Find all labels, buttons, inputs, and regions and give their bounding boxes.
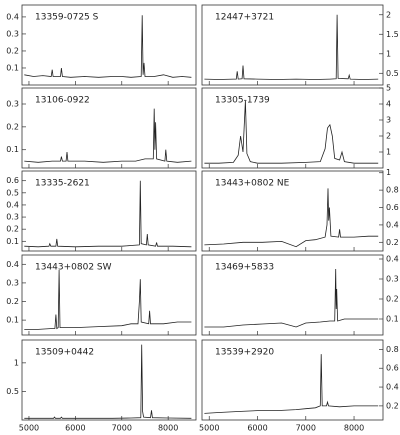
y-tick-label: 1 (386, 148, 391, 157)
y-tick-label: 5 (386, 84, 391, 93)
x-tick-label: 7000 (296, 424, 316, 433)
spectrum-line (204, 354, 379, 414)
spectrum-line (204, 268, 379, 328)
panel-frame (201, 170, 384, 252)
panel-frame (21, 4, 197, 86)
y-tick-label: 0.3 (6, 29, 19, 38)
panel-title: 13469+5833 (215, 263, 274, 273)
y-tick-label: 0.3 (6, 278, 19, 287)
y-tick-label: 2 (386, 10, 391, 19)
y-tick-label: 1 (386, 49, 391, 58)
x-tick-label: 8000 (158, 424, 178, 433)
panel-title: 13359-0725 S (35, 13, 99, 23)
y-tick-label: 0.4 (386, 383, 399, 392)
spectrum-line (24, 269, 192, 330)
y-tick-label: 0.8 (386, 345, 399, 354)
x-tick-label: 5000 (199, 424, 219, 433)
y-tick-label: 0.2 (6, 297, 19, 306)
panel-title: 13539+2920 (215, 348, 274, 358)
y-tick-label: 2 (386, 132, 391, 141)
y-tick-label: 0.1 (6, 63, 19, 72)
y-tick-label: 0.1 (386, 315, 399, 324)
y-tick-label: 0.3 (6, 213, 19, 222)
panel-frame (21, 339, 197, 421)
panel-title: 13509+0442 (35, 348, 94, 358)
panel-frame (201, 339, 384, 421)
panel-title: 13443+0802 NE (215, 179, 290, 189)
panel-title: 13106-0922 (35, 96, 90, 106)
panel-frame (201, 4, 384, 86)
y-tick-label: 0.5 (6, 188, 19, 197)
panel-title: 12447+3721 (215, 13, 274, 23)
panel-frame (21, 170, 197, 252)
y-tick-label: 0.1 (6, 145, 19, 154)
y-tick-label: 0.2 (386, 295, 399, 304)
y-tick-label: 0.5 (386, 69, 399, 78)
spectrum-line (24, 344, 192, 419)
x-tick-label: 7000 (112, 424, 132, 433)
y-tick-label: 0.3 (6, 100, 19, 109)
x-tick-label: 8000 (344, 424, 364, 433)
panel-frame (201, 87, 384, 169)
spectrum-line (24, 180, 192, 248)
panel-title: 13305-1739 (215, 96, 270, 106)
y-tick-label: 1 (14, 358, 19, 367)
y-tick-label: 0.5 (6, 387, 19, 396)
x-tick-label: 6000 (65, 424, 85, 433)
y-tick-label: 0.2 (6, 46, 19, 55)
y-tick-label: 0.4 (386, 255, 399, 264)
y-tick-label: 0.6 (386, 203, 399, 212)
y-tick-label: 0.8 (386, 186, 399, 195)
panel-frame (201, 254, 384, 336)
y-tick-label: 3 (386, 116, 391, 125)
y-tick-label: 1 (386, 168, 391, 177)
y-tick-label: 0.1 (6, 316, 19, 325)
panel-title: 13335-2621 (35, 179, 90, 189)
y-tick-label: 0.2 (6, 122, 19, 131)
panel-title: 13443+0802 SW (35, 263, 112, 273)
y-tick-label: 0.3 (386, 275, 399, 284)
y-tick-label: 0.6 (386, 364, 399, 373)
y-tick-label: 0.2 (386, 238, 399, 247)
x-tick-label: 5000 (19, 424, 39, 433)
spectrum-line (204, 188, 379, 248)
y-tick-label: 0.2 (6, 225, 19, 234)
y-tick-label: 0.4 (6, 12, 19, 21)
spectrum-line (24, 108, 192, 163)
spectrum-line (24, 15, 192, 78)
y-tick-label: 0.1 (6, 237, 19, 246)
y-tick-label: 0.2 (386, 401, 399, 410)
panel-frame (21, 87, 197, 169)
spectrum-line (204, 100, 379, 164)
panel-frame (21, 254, 197, 336)
y-tick-label: 0.6 (6, 176, 19, 185)
y-tick-label: 1.5 (386, 30, 399, 39)
y-tick-label: 4 (386, 100, 391, 109)
x-tick-label: 6000 (247, 424, 267, 433)
y-tick-label: 0.4 (6, 260, 19, 269)
y-tick-label: 0.4 (6, 200, 19, 209)
spectrum-line (204, 14, 379, 80)
y-tick-label: 0.4 (386, 220, 399, 229)
